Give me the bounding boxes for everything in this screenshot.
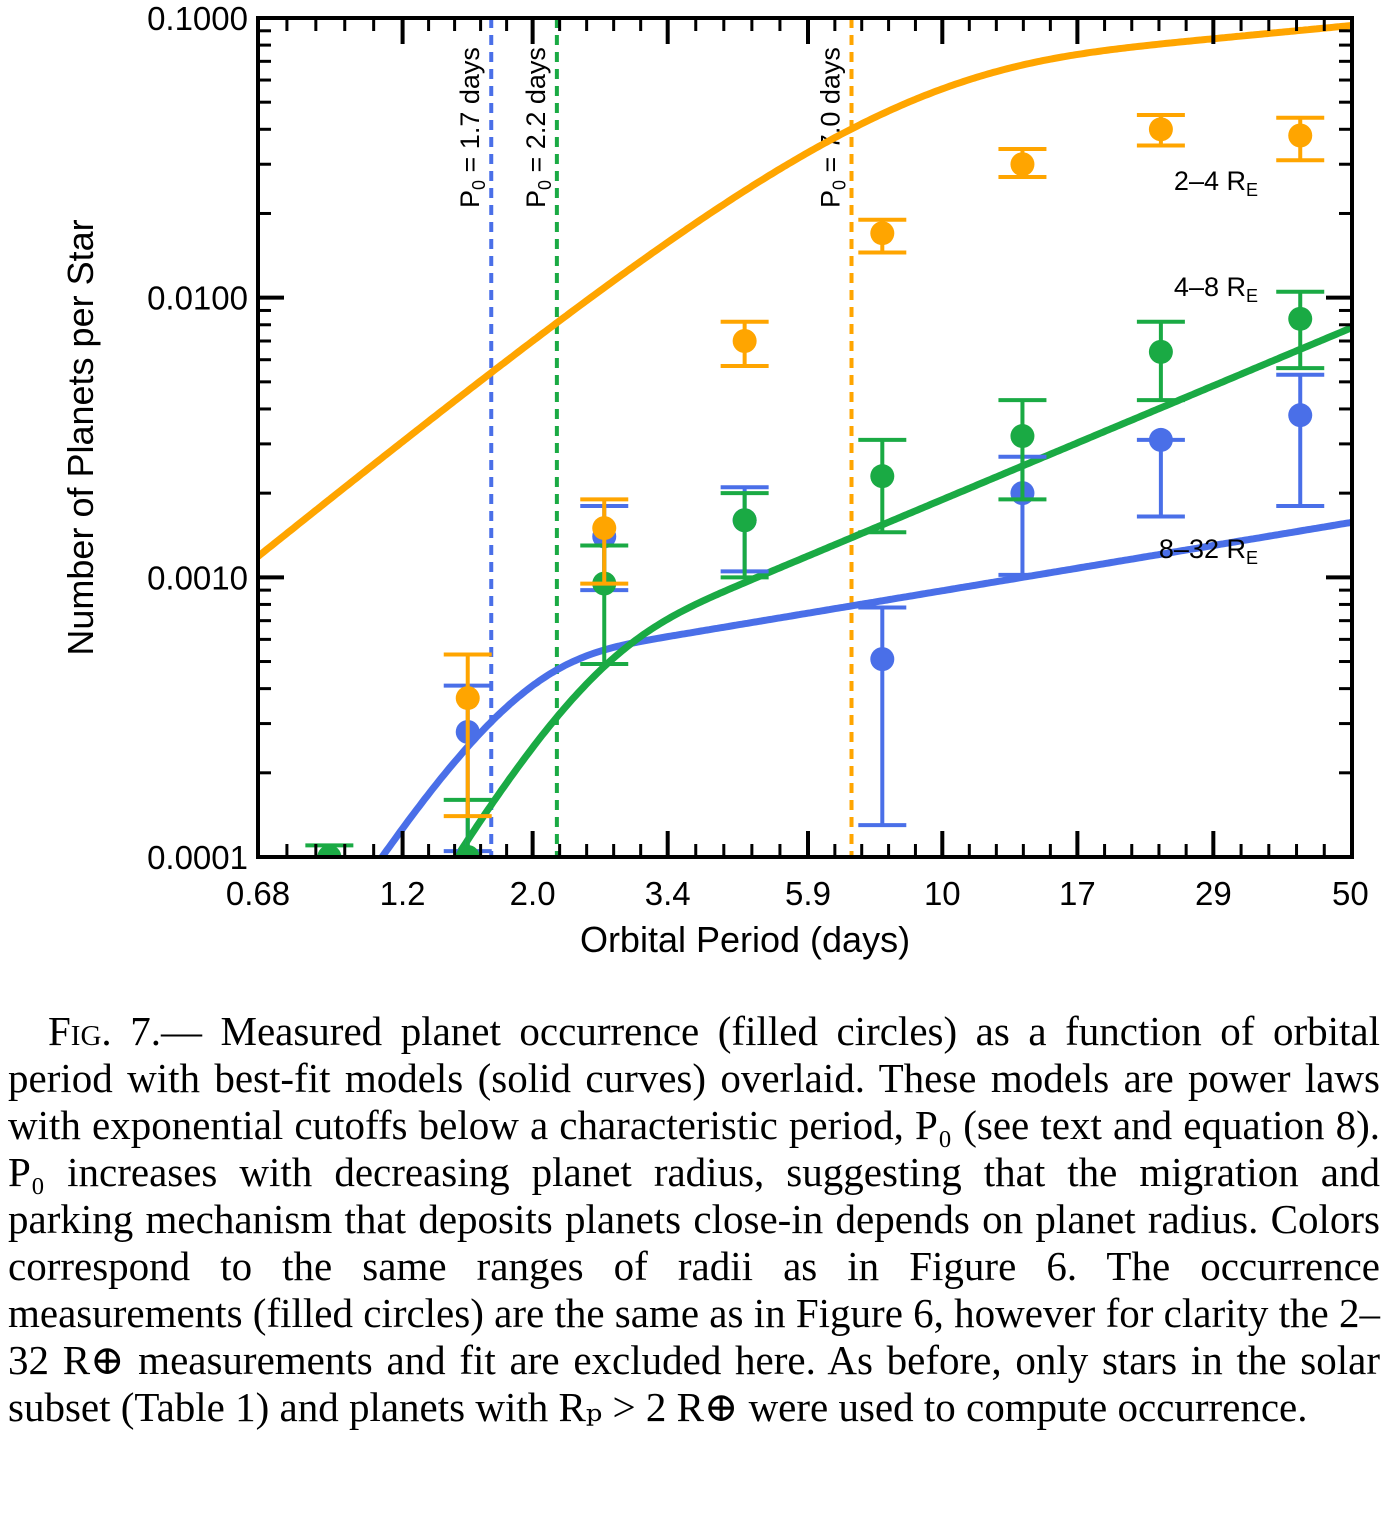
fit-curve-1 (452, 324, 1352, 857)
x-axis-label: Orbital Period (days) (580, 919, 910, 960)
cutoff-label-1: P0 = 2.2 days (521, 47, 555, 208)
data-marker (870, 221, 895, 246)
data-marker (1288, 123, 1313, 148)
data-point-0-2 (720, 319, 769, 368)
caption-fig-label: Fig. 7. (48, 1008, 161, 1054)
cutoff-label-text-0: P0 = 7.0 days (816, 47, 850, 208)
data-marker (1148, 339, 1173, 364)
x-tick-label-8: 50 (1332, 875, 1369, 912)
data-marker (455, 686, 480, 711)
data-point-0-1 (580, 497, 629, 586)
data-marker (317, 845, 342, 857)
data-point-1-6 (1136, 319, 1185, 403)
data-marker (455, 845, 480, 857)
data-point-1-4 (858, 437, 907, 535)
cutoff-label-0: P0 = 7.0 days (816, 47, 850, 208)
data-marker (1148, 427, 1173, 452)
figure-caption: Fig. 7.— Measured planet occurrence (fil… (8, 1008, 1380, 1431)
y-tick-label-3: 0.1000 (147, 0, 248, 37)
series-label-2: 8–32 RE (1159, 534, 1258, 568)
data-point-0-6 (1276, 115, 1325, 163)
data-marker (732, 328, 757, 353)
fit-curve-2 (377, 518, 1352, 857)
data-marker (732, 508, 757, 533)
x-tick-label-7: 29 (1195, 875, 1232, 912)
x-tick-label-5: 10 (924, 875, 961, 912)
data-marker (592, 516, 617, 541)
cutoff-label-text-1: P0 = 2.2 days (521, 47, 555, 208)
data-point-0-3 (858, 217, 907, 255)
data-marker (870, 464, 895, 489)
data-marker (1010, 424, 1035, 449)
x-tick-label-6: 17 (1059, 875, 1096, 912)
figure: P0 = 7.0 days P0 = 2.2 days P0 = 1.7 days 2… (60, 0, 1369, 960)
series-label-1: 4–8 RE (1174, 272, 1258, 306)
cutoff-label-text-2: P0 = 1.7 days (455, 47, 489, 208)
data-point-0-4 (998, 147, 1047, 180)
data-point-0-5 (1136, 112, 1185, 148)
y-tick-label-0: 0.0001 (147, 839, 248, 876)
data-marker (1288, 403, 1313, 428)
x-tick-label-2: 2.0 (510, 875, 556, 912)
data-marker (1288, 306, 1313, 331)
data-point-1-5 (998, 398, 1047, 502)
data-marker (1148, 117, 1173, 142)
data-point-1-3 (720, 491, 769, 580)
x-tick-label-1: 1.2 (380, 875, 426, 912)
data-point-1-7 (1276, 289, 1325, 371)
y-tick-label-2: 0.0100 (147, 280, 248, 317)
data-marker (1010, 152, 1035, 177)
data-point-2-6 (1276, 372, 1325, 508)
cutoff-label-2: P0 = 1.7 days (455, 47, 489, 208)
x-tick-label-0: 0.68 (226, 875, 290, 912)
data-point-0-0 (443, 652, 492, 819)
y-tick-label-1: 0.0010 (147, 559, 248, 596)
data-marker (870, 647, 895, 672)
series-label-0: 2–4 RE (1174, 166, 1258, 200)
y-axis-label: Number of Planets per Star (60, 219, 101, 655)
data-point-2-3 (858, 605, 907, 828)
data-point-2-5 (1136, 427, 1185, 519)
x-tick-label-4: 5.9 (785, 875, 831, 912)
caption-text: — Measured planet occurrence (filled cir… (8, 1008, 1381, 1430)
fit-curve-0 (258, 22, 1352, 560)
x-tick-label-3: 3.4 (645, 875, 691, 912)
plot-frame (256, 16, 1354, 859)
occurrence-chart: P0 = 7.0 days P0 = 2.2 days P0 = 1.7 days 2… (60, 0, 1369, 960)
